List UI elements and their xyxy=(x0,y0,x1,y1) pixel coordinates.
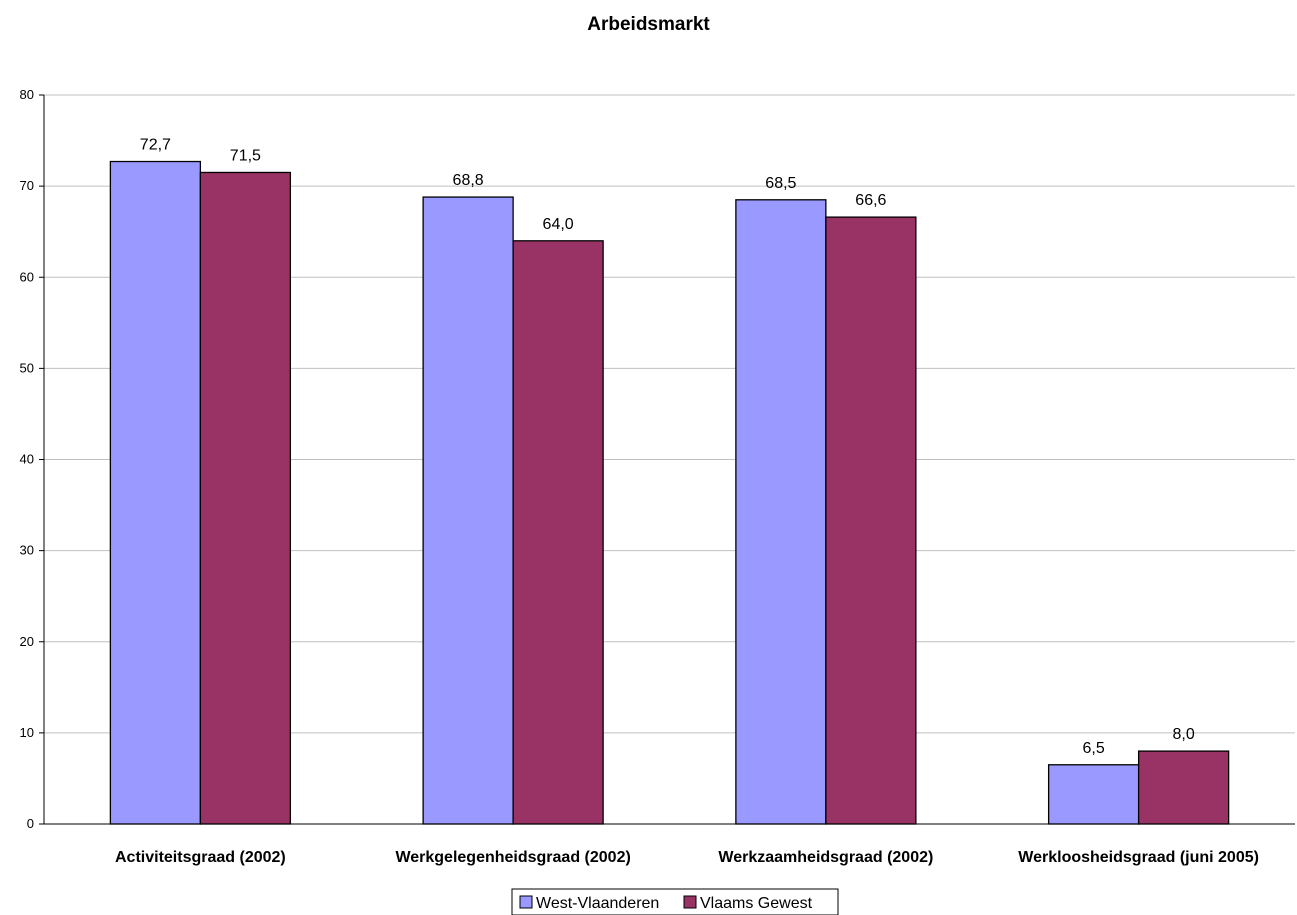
data-label: 72,7 xyxy=(140,137,171,154)
legend-swatch xyxy=(683,895,697,909)
data-label: 8,0 xyxy=(1173,726,1195,743)
bar xyxy=(735,199,827,825)
legend-swatch xyxy=(519,895,533,909)
data-label: 64,0 xyxy=(543,216,574,233)
chart-title: Arbeidsmarkt xyxy=(587,14,710,35)
y-tick-label: 50 xyxy=(20,360,34,375)
y-tick-label: 20 xyxy=(20,634,34,649)
bar xyxy=(825,216,917,825)
y-tick-label: 30 xyxy=(20,543,34,558)
x-tick-label: Werkgelegenheidsgraad (2002) xyxy=(395,849,630,866)
bar xyxy=(512,240,604,825)
data-label: 68,8 xyxy=(453,172,484,189)
legend-box xyxy=(511,888,839,915)
y-tick-label: 70 xyxy=(20,178,34,193)
data-label: 6,5 xyxy=(1083,740,1105,757)
data-label: 68,5 xyxy=(765,175,796,192)
y-tick-label: 40 xyxy=(20,452,34,467)
y-tick-label: 60 xyxy=(20,269,34,284)
bar xyxy=(199,171,292,825)
y-tick-label: 0 xyxy=(27,816,34,831)
data-label: 66,6 xyxy=(855,192,886,209)
bar xyxy=(1137,750,1230,825)
bar xyxy=(109,160,202,825)
data-label: 71,5 xyxy=(230,147,261,164)
y-tick-label: 10 xyxy=(20,725,34,740)
y-tick-label: 80 xyxy=(20,87,34,102)
bar xyxy=(1047,764,1140,825)
x-tick-label: Werkzaamheidsgraad (2002) xyxy=(718,849,933,866)
bar xyxy=(422,196,514,825)
legend-label: West-Vlaanderen xyxy=(536,895,659,912)
x-tick-label: Werkloosheidsgraad (juni 2005) xyxy=(1018,849,1259,866)
x-tick-label: Activiteitsgraad (2002) xyxy=(115,849,286,866)
legend-label: Vlaams Gewest xyxy=(700,895,813,912)
